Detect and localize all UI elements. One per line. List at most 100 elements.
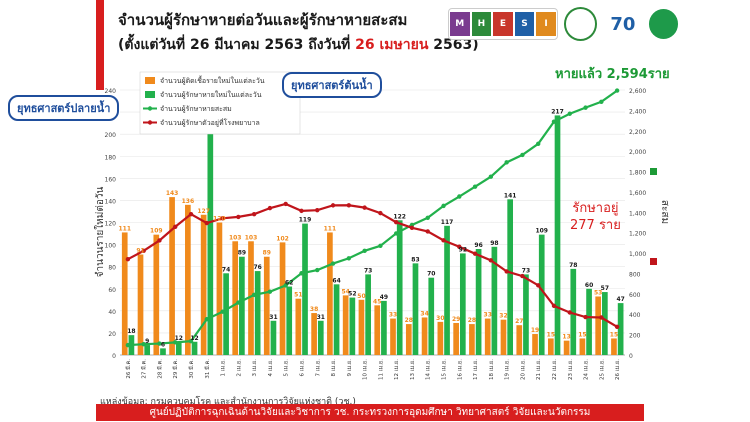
hospitalized-point	[251, 211, 257, 217]
bar-new-recovered	[223, 273, 229, 355]
hospitalized-point	[457, 244, 462, 249]
bar-new-recovered	[302, 223, 308, 355]
data-label-new-recovered: 89	[238, 250, 246, 257]
bar-new-recovered	[191, 341, 198, 355]
data-label-new-recovered: 9	[145, 338, 149, 345]
y2-tick-label: 800	[629, 271, 641, 278]
bar-new-recovered	[507, 199, 514, 355]
data-label-new-cases: 143	[166, 190, 179, 197]
data-label-new-recovered: 83	[411, 256, 419, 263]
data-label-new-cases: 28	[405, 317, 413, 324]
y2-tick-label: 400	[629, 312, 641, 319]
bar-new-cases	[421, 317, 428, 355]
bar-new-recovered	[491, 246, 498, 355]
data-label-new-cases: 38	[310, 306, 318, 313]
mhesi-letter: I	[536, 12, 556, 36]
data-label-new-cases: 53	[594, 289, 602, 296]
bar-new-cases	[200, 214, 207, 355]
page-subtitle: (ตั้งแต่วันที่ 26 มีนาคม 2563 ถึงวันที่ …	[118, 34, 479, 56]
data-label-new-recovered: 47	[616, 296, 624, 303]
y-tick-label: 80	[108, 265, 116, 272]
cumulative-recovered-point	[346, 256, 352, 261]
cumulative-recovered-point	[251, 292, 257, 298]
cumulative-recovered-point	[125, 342, 131, 348]
bar-new-recovered	[444, 225, 450, 355]
legend-marker-red	[650, 258, 657, 265]
x-tick-label: 15 เม.ย.	[442, 359, 448, 380]
legend-label: จำนวนผู้ติดเชื้อรายใหม่ในแต่ละวัน	[160, 74, 265, 85]
x-tick-label: 14 เม.ย.	[426, 359, 432, 380]
legend-label: จำนวนผู้รักษาหายใหม่ในแต่ละวัน	[160, 90, 262, 99]
footer-banner: ศูนย์ปฏิบัติการฉุกเฉินด้านวิจัยและวิชากา…	[96, 404, 644, 421]
hospitalized-point	[315, 207, 320, 213]
data-label-new-recovered: 64	[332, 277, 340, 284]
cumulative-recovered-point	[551, 119, 557, 124]
cumulative-recovered-point	[583, 105, 588, 110]
data-label-new-recovered: 96	[474, 242, 482, 249]
y-tick-label: 100	[105, 243, 117, 250]
data-label-new-cases: 51	[294, 292, 302, 299]
legend-marker-green	[650, 168, 657, 175]
x-tick-label: 20 เม.ย.	[520, 359, 526, 380]
data-label-new-cases: 50	[357, 293, 365, 300]
cumulative-recovered-point	[236, 300, 241, 305]
chart-data-labels: 1111891910961431213612127215120741038910…	[118, 108, 624, 348]
bar-new-cases	[547, 338, 554, 355]
hospitalized-point	[204, 220, 209, 226]
mhesi-letter: S	[514, 12, 535, 36]
bar-new-recovered	[160, 348, 166, 355]
data-label-new-recovered: 57	[601, 285, 609, 292]
bar-new-recovered	[286, 286, 293, 355]
chart-legend: จำนวนผู้ติดเชื้อรายใหม่ในแต่ละวันจำนวนผู…	[139, 71, 301, 135]
cumulative-recovered-point	[504, 160, 509, 165]
y-tick-label: 200	[105, 132, 117, 139]
hospitalized-point	[409, 225, 415, 230]
bar-new-recovered	[396, 220, 403, 355]
bar-new-recovered	[317, 320, 324, 355]
cumulative-recovered-point	[520, 152, 525, 158]
data-label-new-recovered: 117	[441, 219, 454, 226]
cumulative-recovered-point	[188, 338, 194, 344]
hospitalized-point	[378, 210, 383, 216]
data-label-new-cases: 32	[499, 313, 507, 320]
bar-new-cases	[405, 324, 412, 355]
callout-downstream: ยุทธศาสตร์ปลายน้ำ	[8, 95, 120, 121]
hospitalized-point	[346, 203, 352, 208]
data-label-new-recovered: 217	[551, 108, 564, 115]
data-label-new-cases: 19	[531, 327, 539, 334]
x-tick-label: 3 เม.ย.	[252, 359, 258, 377]
hospitalized-point	[599, 315, 604, 320]
x-tick-label: 16 เม.ย.	[457, 359, 463, 380]
data-label-new-cases: 29	[452, 316, 460, 323]
bar-new-recovered	[270, 320, 277, 355]
y-tick-label: 180	[105, 154, 117, 161]
x-tick-label: 22 เม.ย.	[552, 359, 558, 380]
data-label-new-recovered: 109	[535, 228, 548, 235]
data-label-new-recovered: 52	[348, 291, 356, 298]
data-label-new-recovered: 141	[504, 192, 517, 199]
hospitalized-point	[299, 208, 304, 214]
cumulative-recovered-point	[457, 194, 462, 199]
moph-logo	[648, 9, 678, 39]
mhesi-letter: H	[471, 12, 492, 36]
cumulative-recovered-point	[362, 248, 367, 254]
subtitle-prefix: (ตั้งแต่วันที่ 26 มีนาคม 2563 ถึงวันที่	[118, 37, 356, 53]
data-label-new-recovered: 122	[393, 213, 406, 220]
data-label-new-cases: 28	[468, 317, 476, 324]
hospitalized-point	[536, 283, 541, 288]
bar-new-recovered	[617, 303, 624, 355]
cumulative-recovered-line	[127, 89, 618, 347]
cumulative-recovered-point	[425, 215, 430, 221]
hospitalized-point	[220, 216, 225, 221]
mhesi-logo: M H E S I	[448, 8, 558, 40]
bar-new-cases	[563, 340, 570, 355]
cumulative-recovered-point	[441, 203, 446, 209]
data-label-new-cases: 89	[263, 250, 271, 257]
data-label-new-recovered: 18	[127, 328, 135, 335]
x-tick-label: 21 เม.ย.	[536, 359, 542, 380]
cumulative-annotation: หายแล้ว 2,594ราย	[555, 67, 670, 82]
bar-new-recovered	[381, 300, 387, 355]
data-label-new-cases: 54	[341, 288, 349, 295]
hospital-annotation-line2: 277 ราย	[570, 218, 621, 233]
mhesi-letter: E	[493, 12, 513, 36]
